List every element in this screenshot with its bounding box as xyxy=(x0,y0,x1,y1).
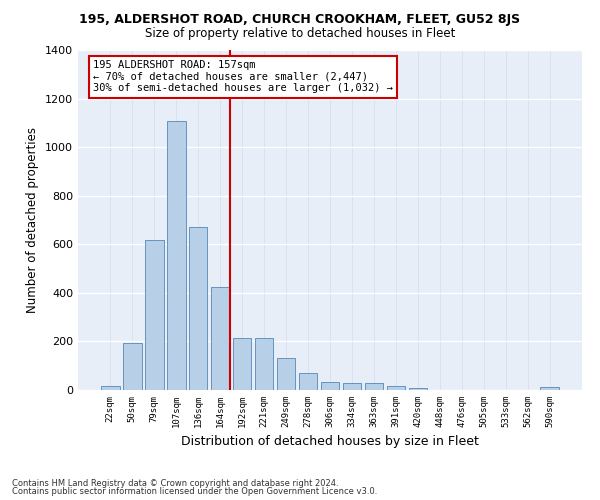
Bar xyxy=(167,121,185,390)
Bar xyxy=(255,338,274,390)
Bar xyxy=(299,373,317,390)
Bar xyxy=(211,287,229,390)
Y-axis label: Number of detached properties: Number of detached properties xyxy=(26,127,40,313)
Bar xyxy=(123,343,142,390)
X-axis label: Distribution of detached houses by size in Fleet: Distribution of detached houses by size … xyxy=(181,436,479,448)
Text: Contains HM Land Registry data © Crown copyright and database right 2024.: Contains HM Land Registry data © Crown c… xyxy=(12,478,338,488)
Text: 195 ALDERSHOT ROAD: 157sqm
← 70% of detached houses are smaller (2,447)
30% of s: 195 ALDERSHOT ROAD: 157sqm ← 70% of deta… xyxy=(93,60,393,94)
Bar xyxy=(101,386,119,390)
Text: Size of property relative to detached houses in Fleet: Size of property relative to detached ho… xyxy=(145,28,455,40)
Bar xyxy=(343,382,361,390)
Text: 195, ALDERSHOT ROAD, CHURCH CROOKHAM, FLEET, GU52 8JS: 195, ALDERSHOT ROAD, CHURCH CROOKHAM, FL… xyxy=(79,12,521,26)
Text: Contains public sector information licensed under the Open Government Licence v3: Contains public sector information licen… xyxy=(12,487,377,496)
Bar xyxy=(320,382,340,390)
Bar xyxy=(189,227,208,390)
Bar xyxy=(233,338,251,390)
Bar xyxy=(365,384,383,390)
Bar xyxy=(409,388,427,390)
Bar xyxy=(541,387,559,390)
Bar xyxy=(386,386,405,390)
Bar xyxy=(145,240,164,390)
Bar xyxy=(277,358,295,390)
